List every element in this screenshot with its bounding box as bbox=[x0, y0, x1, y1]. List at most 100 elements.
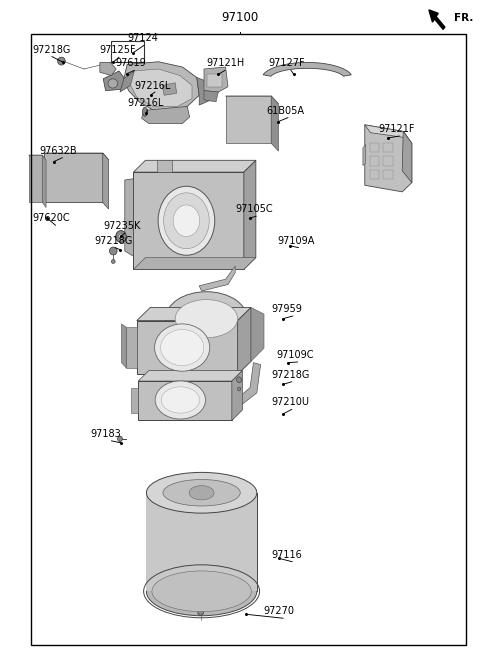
Ellipse shape bbox=[155, 381, 205, 419]
Polygon shape bbox=[121, 324, 126, 368]
Bar bbox=[383, 156, 393, 166]
Polygon shape bbox=[133, 258, 256, 269]
Ellipse shape bbox=[173, 205, 200, 237]
Ellipse shape bbox=[119, 234, 123, 239]
Bar bbox=[207, 74, 222, 87]
Ellipse shape bbox=[160, 330, 204, 365]
Polygon shape bbox=[244, 160, 256, 269]
Polygon shape bbox=[226, 96, 278, 104]
Text: 97121F: 97121F bbox=[378, 124, 415, 134]
Polygon shape bbox=[365, 125, 408, 138]
Text: 97632B: 97632B bbox=[39, 147, 77, 156]
Text: 97183: 97183 bbox=[90, 429, 121, 439]
Polygon shape bbox=[204, 91, 218, 102]
Text: 97125F: 97125F bbox=[99, 45, 136, 55]
Ellipse shape bbox=[237, 377, 241, 382]
Text: 97620C: 97620C bbox=[33, 214, 70, 223]
FancyArrow shape bbox=[429, 10, 445, 30]
Polygon shape bbox=[232, 371, 242, 420]
Polygon shape bbox=[402, 131, 412, 183]
Polygon shape bbox=[131, 69, 192, 106]
Text: 97109A: 97109A bbox=[277, 236, 315, 246]
Text: 97124: 97124 bbox=[127, 34, 158, 43]
Polygon shape bbox=[146, 493, 257, 591]
Text: 97619: 97619 bbox=[115, 58, 146, 68]
Polygon shape bbox=[29, 155, 46, 160]
Ellipse shape bbox=[237, 387, 240, 391]
Polygon shape bbox=[238, 307, 251, 374]
Ellipse shape bbox=[111, 260, 115, 263]
Polygon shape bbox=[157, 160, 172, 172]
Polygon shape bbox=[44, 153, 108, 160]
Text: 97218G: 97218G bbox=[33, 45, 71, 55]
Ellipse shape bbox=[164, 193, 209, 249]
Polygon shape bbox=[137, 307, 251, 321]
Text: 97127F: 97127F bbox=[269, 58, 305, 68]
Ellipse shape bbox=[152, 571, 252, 612]
Ellipse shape bbox=[149, 89, 154, 98]
Text: 97116: 97116 bbox=[271, 550, 302, 560]
Polygon shape bbox=[242, 363, 261, 404]
Text: 97270: 97270 bbox=[263, 606, 294, 616]
Ellipse shape bbox=[166, 292, 247, 346]
Polygon shape bbox=[271, 96, 278, 151]
Ellipse shape bbox=[161, 387, 200, 413]
Bar bbox=[44, 153, 103, 202]
Polygon shape bbox=[103, 71, 125, 91]
Polygon shape bbox=[199, 266, 235, 291]
Polygon shape bbox=[204, 67, 228, 92]
Polygon shape bbox=[126, 327, 137, 368]
Ellipse shape bbox=[158, 187, 215, 256]
Ellipse shape bbox=[108, 79, 118, 88]
Polygon shape bbox=[42, 155, 46, 208]
Ellipse shape bbox=[175, 300, 238, 338]
Text: 97218G: 97218G bbox=[94, 236, 132, 246]
Text: 97959: 97959 bbox=[271, 304, 302, 314]
Ellipse shape bbox=[163, 480, 240, 506]
Text: 97235K: 97235K bbox=[103, 221, 141, 231]
Ellipse shape bbox=[116, 231, 126, 242]
Polygon shape bbox=[197, 78, 211, 105]
Text: 97109C: 97109C bbox=[276, 350, 313, 360]
Bar bbox=[383, 170, 393, 179]
Text: 97121H: 97121H bbox=[206, 58, 245, 68]
Polygon shape bbox=[363, 145, 366, 166]
Polygon shape bbox=[138, 371, 242, 381]
Polygon shape bbox=[162, 83, 177, 95]
Polygon shape bbox=[124, 62, 199, 112]
Text: 97218G: 97218G bbox=[271, 370, 310, 380]
Ellipse shape bbox=[58, 57, 65, 65]
Bar bbox=[370, 143, 379, 152]
Polygon shape bbox=[142, 106, 190, 124]
Polygon shape bbox=[133, 160, 256, 172]
Ellipse shape bbox=[146, 472, 257, 513]
Polygon shape bbox=[125, 179, 133, 256]
Bar bbox=[29, 155, 42, 202]
Polygon shape bbox=[103, 153, 108, 209]
Ellipse shape bbox=[198, 610, 204, 615]
Text: 61B05A: 61B05A bbox=[266, 106, 304, 116]
Text: 97105C: 97105C bbox=[235, 204, 273, 214]
Polygon shape bbox=[226, 96, 271, 143]
Polygon shape bbox=[251, 307, 264, 361]
Text: 97216L: 97216L bbox=[134, 81, 171, 91]
Ellipse shape bbox=[109, 247, 117, 255]
Bar bbox=[138, 381, 232, 420]
Bar bbox=[370, 170, 379, 179]
Bar bbox=[111, 41, 144, 62]
Text: 97210U: 97210U bbox=[271, 397, 309, 407]
Polygon shape bbox=[120, 71, 134, 92]
Text: 97216L: 97216L bbox=[127, 98, 164, 108]
Polygon shape bbox=[131, 388, 138, 413]
Ellipse shape bbox=[118, 436, 122, 442]
Polygon shape bbox=[365, 125, 412, 192]
Bar bbox=[383, 143, 393, 152]
Polygon shape bbox=[263, 62, 351, 76]
Ellipse shape bbox=[189, 486, 214, 500]
Ellipse shape bbox=[155, 324, 210, 371]
Bar bbox=[370, 156, 379, 166]
Text: 97100: 97100 bbox=[221, 11, 259, 24]
Ellipse shape bbox=[146, 567, 257, 616]
Bar bbox=[137, 321, 238, 374]
Bar bbox=[133, 172, 244, 269]
